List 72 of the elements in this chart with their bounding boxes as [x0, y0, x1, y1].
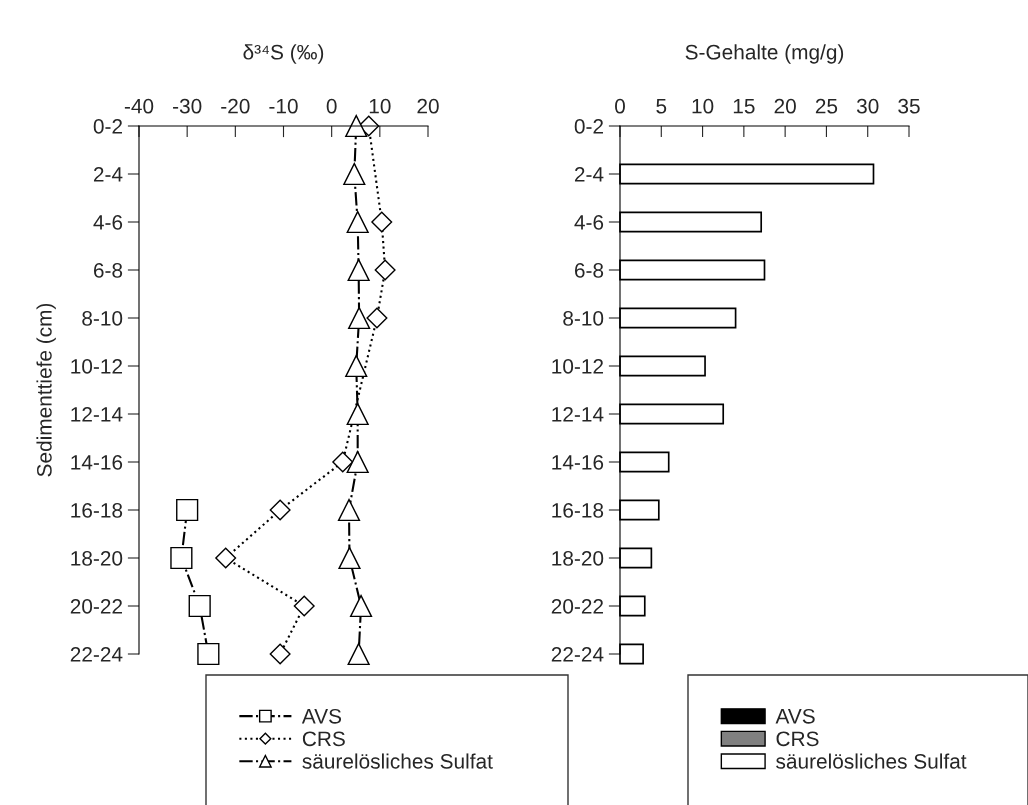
y-tick-label: 2-4 — [93, 167, 123, 182]
x-tick-label: 5 — [656, 99, 667, 114]
x-tick-label: -40 — [124, 98, 154, 114]
y-tick-label: 6-8 — [574, 263, 604, 278]
point — [374, 259, 396, 281]
chart-title: S-Gehalte (mg/g) — [685, 44, 844, 64]
y-axis-title: Sedimenttiefe (cm) — [36, 303, 56, 477]
y-tick-label: 14-16 — [552, 455, 604, 470]
y-tick-label: 20-22 — [70, 599, 122, 614]
point — [348, 306, 371, 330]
point — [366, 307, 388, 329]
point — [346, 402, 369, 426]
point — [269, 499, 291, 521]
x-tick-label: -10 — [269, 98, 298, 114]
point — [188, 594, 211, 618]
legend-label: AVS — [775, 708, 815, 724]
x-tick-label: 10 — [692, 98, 714, 114]
x-tick-label: 20 — [774, 98, 796, 114]
x-tick-label: 15 — [733, 99, 755, 114]
y-tick-label: 0-2 — [574, 119, 603, 134]
point — [197, 642, 220, 666]
x-tick-label: 35 — [898, 98, 920, 114]
legend-label: säurelösliches Sulfat — [776, 753, 967, 769]
point — [269, 643, 291, 665]
point — [215, 547, 237, 569]
point — [170, 546, 193, 570]
point — [349, 594, 373, 618]
point — [371, 211, 393, 233]
legend-label: säurelösliches Sulfat — [302, 753, 493, 769]
y-tick-label: 12-14 — [552, 407, 604, 422]
y-tick-label: 2-4 — [574, 167, 604, 182]
y-tick-label: 22-24 — [551, 647, 604, 662]
x-tick-label: 25 — [815, 98, 838, 114]
y-tick-label: 18-20 — [552, 551, 604, 566]
chart-title: δ³⁴S (‰) — [243, 44, 324, 64]
legend-label: CRS — [776, 731, 819, 747]
y-tick-label: 0-2 — [93, 119, 122, 134]
x-tick-label: 10 — [369, 98, 391, 114]
point — [345, 354, 368, 378]
y-tick-label: 16-18 — [552, 503, 604, 518]
y-tick-label: 12-14 — [71, 407, 123, 422]
point — [337, 498, 361, 522]
point — [346, 210, 369, 234]
point — [347, 642, 370, 666]
y-tick-label: 4-6 — [93, 215, 123, 230]
point — [176, 498, 199, 522]
x-tick-label: -30 — [173, 98, 202, 114]
point — [343, 162, 366, 186]
x-tick-label: -20 — [221, 98, 250, 114]
y-tick-label: 18-20 — [71, 551, 123, 566]
point — [347, 258, 370, 282]
y-tick-label: 10-12 — [552, 359, 603, 374]
point — [293, 595, 315, 617]
y-tick-label: 10-12 — [71, 359, 122, 374]
y-tick-label: 22-24 — [70, 647, 123, 662]
y-tick-label: 8-10 — [563, 311, 604, 326]
x-tick-label: 0 — [615, 98, 625, 114]
point — [338, 546, 361, 570]
point — [332, 451, 354, 473]
point — [345, 114, 368, 138]
legend-label: CRS — [302, 731, 345, 747]
y-tick-label: 4-6 — [574, 215, 604, 230]
x-tick-label: 30 — [856, 98, 879, 114]
point — [346, 450, 369, 474]
x-tick-label: 0 — [326, 98, 337, 114]
y-tick-label: 8-10 — [82, 311, 123, 326]
y-tick-label: 20-22 — [551, 599, 603, 614]
x-tick-label: 20 — [417, 98, 439, 114]
y-tick-label: 14-16 — [71, 455, 123, 470]
legend-label: AVS — [301, 708, 342, 724]
y-tick-label: 6-8 — [93, 263, 123, 278]
y-tick-label: 16-18 — [71, 503, 123, 518]
